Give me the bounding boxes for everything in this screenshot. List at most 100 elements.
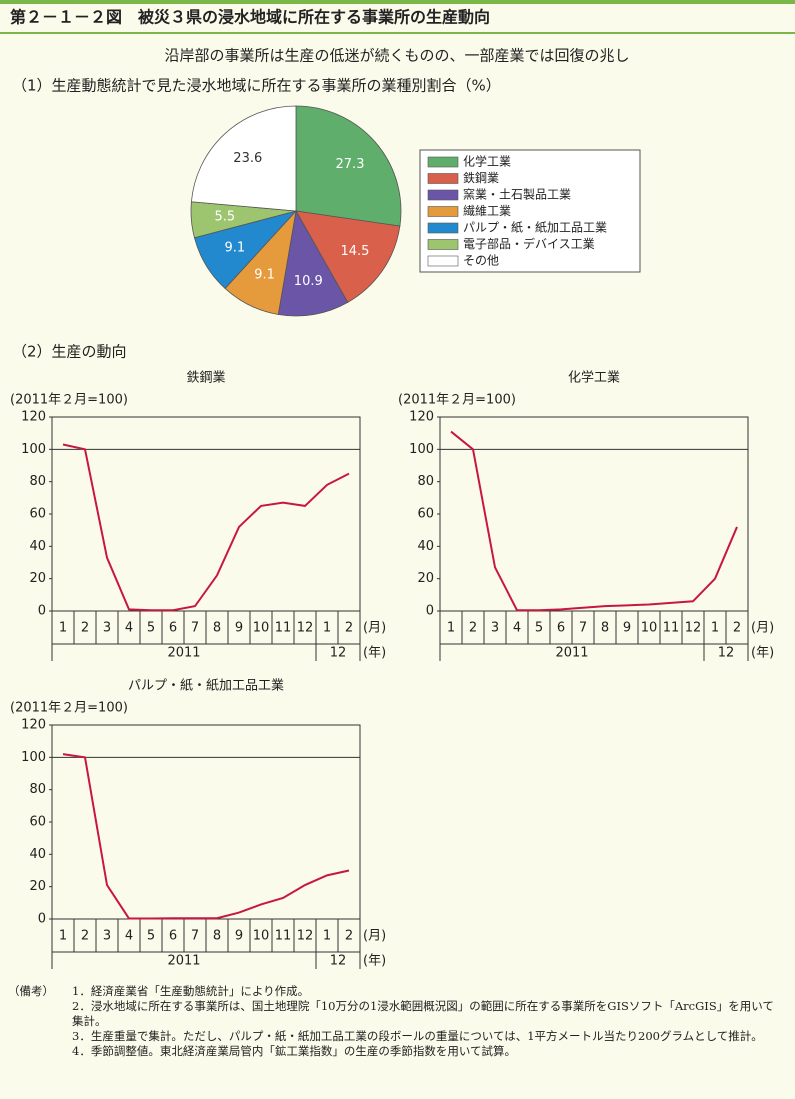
legend-label: 電子部品・デバイス工業 bbox=[463, 236, 595, 251]
legend-label: その他 bbox=[463, 254, 499, 268]
slice-label: 23.6 bbox=[233, 151, 262, 166]
x-tick-label: 9 bbox=[235, 621, 243, 636]
x-tick-label: 3 bbox=[103, 621, 111, 636]
year-label: 2011 bbox=[167, 954, 200, 969]
x-unit: (月) bbox=[363, 929, 386, 944]
legend-label: パルプ・紙・紙加工品工業 bbox=[463, 220, 607, 235]
x-tick-label: 11 bbox=[663, 621, 680, 636]
data-line bbox=[62, 753, 350, 920]
x-tick-label: 3 bbox=[103, 929, 111, 944]
note-item: 3．生産重量で集計。ただし、パルプ・紙・紙加工品工業の段ボールの重量については、… bbox=[72, 1029, 763, 1043]
x-tick-label: 9 bbox=[623, 621, 631, 636]
pie-slice bbox=[277, 209, 349, 317]
pie-slice bbox=[295, 210, 401, 303]
year-unit: (年) bbox=[751, 646, 774, 661]
x-tick-label: 12 bbox=[297, 621, 314, 636]
slice-label: 10.9 bbox=[294, 274, 323, 289]
y-tick-label: 40 bbox=[29, 847, 46, 862]
figure-title: 第２－１－２図 被災３県の浸水地域に所在する事業所の生産動向 bbox=[10, 8, 490, 27]
slice-label: 9.1 bbox=[225, 240, 246, 255]
x-tick-label: 4 bbox=[513, 621, 521, 636]
subtitle: 沿岸部の事業所は生産の低迷が続くものの、一部産業では回復の兆し bbox=[164, 47, 629, 65]
year-label: 2011 bbox=[555, 646, 588, 661]
chart-title: 化学工業 bbox=[568, 370, 620, 386]
note-item: 2．浸水地域に所在する事業所は、国土地理院「10万分の1浸水範囲概況図」の範囲に… bbox=[72, 999, 774, 1028]
x-tick-label: 7 bbox=[191, 621, 199, 636]
slice-label: 27.3 bbox=[336, 157, 365, 172]
pie-slice bbox=[190, 105, 297, 212]
section-title: （2）生産の動向 bbox=[12, 343, 127, 361]
x-tick-label: 2 bbox=[81, 621, 89, 636]
x-tick-label: 8 bbox=[213, 621, 221, 636]
y-axis-label: (2011年２月=100) bbox=[10, 393, 128, 408]
y-tick-label: 80 bbox=[29, 474, 46, 489]
chart-title: 鉄鋼業 bbox=[186, 370, 225, 386]
notes-items: 1．経済産業省「生産動態統計」により作成。 2．浸水地域に所在する事業所は、国土地… bbox=[72, 984, 783, 1059]
year-label: 12 bbox=[330, 646, 347, 661]
y-tick-label: 120 bbox=[21, 410, 46, 425]
slice-label: 14.5 bbox=[340, 244, 369, 259]
x-tick-label: 1 bbox=[447, 621, 455, 636]
x-tick-label: 7 bbox=[191, 929, 199, 944]
x-tick-label: 5 bbox=[535, 621, 543, 636]
year-unit: (年) bbox=[363, 646, 386, 661]
legend-swatch bbox=[427, 206, 459, 217]
x-tick-label: 1 bbox=[323, 621, 331, 636]
x-tick-label: 4 bbox=[125, 621, 133, 636]
y-tick-label: 60 bbox=[29, 815, 46, 830]
x-tick-label: 10 bbox=[253, 929, 270, 944]
plot-frame bbox=[51, 724, 361, 920]
legend-swatch bbox=[427, 222, 459, 234]
pie-title: （1）生産動態統計で見た浸水地域に所在する事業所の業種別割合（%） bbox=[12, 77, 501, 95]
plot-frame bbox=[439, 416, 749, 612]
y-tick-label: 100 bbox=[21, 442, 46, 457]
x-tick-label: 4 bbox=[125, 929, 133, 944]
x-tick-label: 1 bbox=[711, 621, 719, 636]
x-tick-label: 2 bbox=[345, 929, 353, 944]
y-axis-label: (2011年２月=100) bbox=[10, 701, 128, 716]
x-tick-label: 3 bbox=[491, 621, 499, 636]
data-line bbox=[450, 430, 738, 612]
y-tick-label: 40 bbox=[29, 539, 46, 554]
y-tick-label: 100 bbox=[21, 750, 46, 765]
x-tick-label: 11 bbox=[275, 929, 292, 944]
x-tick-label: 1 bbox=[59, 621, 67, 636]
x-tick-label: 11 bbox=[275, 621, 292, 636]
y-tick-label: 60 bbox=[29, 507, 46, 522]
slice-label: 5.5 bbox=[215, 210, 236, 225]
x-tick-label: 12 bbox=[685, 621, 702, 636]
top-band bbox=[0, 0, 795, 4]
x-tick-label: 2 bbox=[81, 929, 89, 944]
notes-label: （備考） bbox=[8, 984, 54, 998]
y-tick-label: 80 bbox=[417, 474, 434, 489]
year-label: 12 bbox=[718, 646, 735, 661]
data-line bbox=[62, 443, 350, 612]
x-tick-label: 8 bbox=[213, 929, 221, 944]
chart-title: パルプ・紙・紙加工品工業 bbox=[128, 678, 284, 694]
x-tick-label: 10 bbox=[641, 621, 658, 636]
y-tick-label: 0 bbox=[426, 604, 434, 619]
x-tick-label: 2 bbox=[345, 621, 353, 636]
x-tick-label: 12 bbox=[297, 929, 314, 944]
x-tick-label: 8 bbox=[601, 621, 609, 636]
y-tick-label: 40 bbox=[417, 539, 434, 554]
x-tick-label: 10 bbox=[253, 621, 270, 636]
x-tick-label: 9 bbox=[235, 929, 243, 944]
x-tick-label: 7 bbox=[579, 621, 587, 636]
legend-swatch bbox=[427, 156, 459, 168]
legend-label: 繊維工業 bbox=[463, 204, 511, 218]
pie-slice bbox=[295, 105, 402, 227]
y-tick-label: 0 bbox=[38, 912, 46, 927]
legend-swatch bbox=[427, 173, 459, 184]
legend-label: 窯業・土石製品工業 bbox=[463, 187, 571, 202]
y-axis-label: (2011年２月=100) bbox=[398, 393, 516, 408]
year-label: 12 bbox=[330, 954, 347, 969]
x-tick-label: 2 bbox=[733, 621, 741, 636]
x-tick-label: 6 bbox=[169, 929, 177, 944]
legend-label: 化学工業 bbox=[463, 154, 511, 169]
x-tick-label: 6 bbox=[557, 621, 565, 636]
x-tick-label: 5 bbox=[147, 621, 155, 636]
x-unit: (月) bbox=[751, 621, 774, 636]
legend-swatch bbox=[427, 189, 459, 201]
